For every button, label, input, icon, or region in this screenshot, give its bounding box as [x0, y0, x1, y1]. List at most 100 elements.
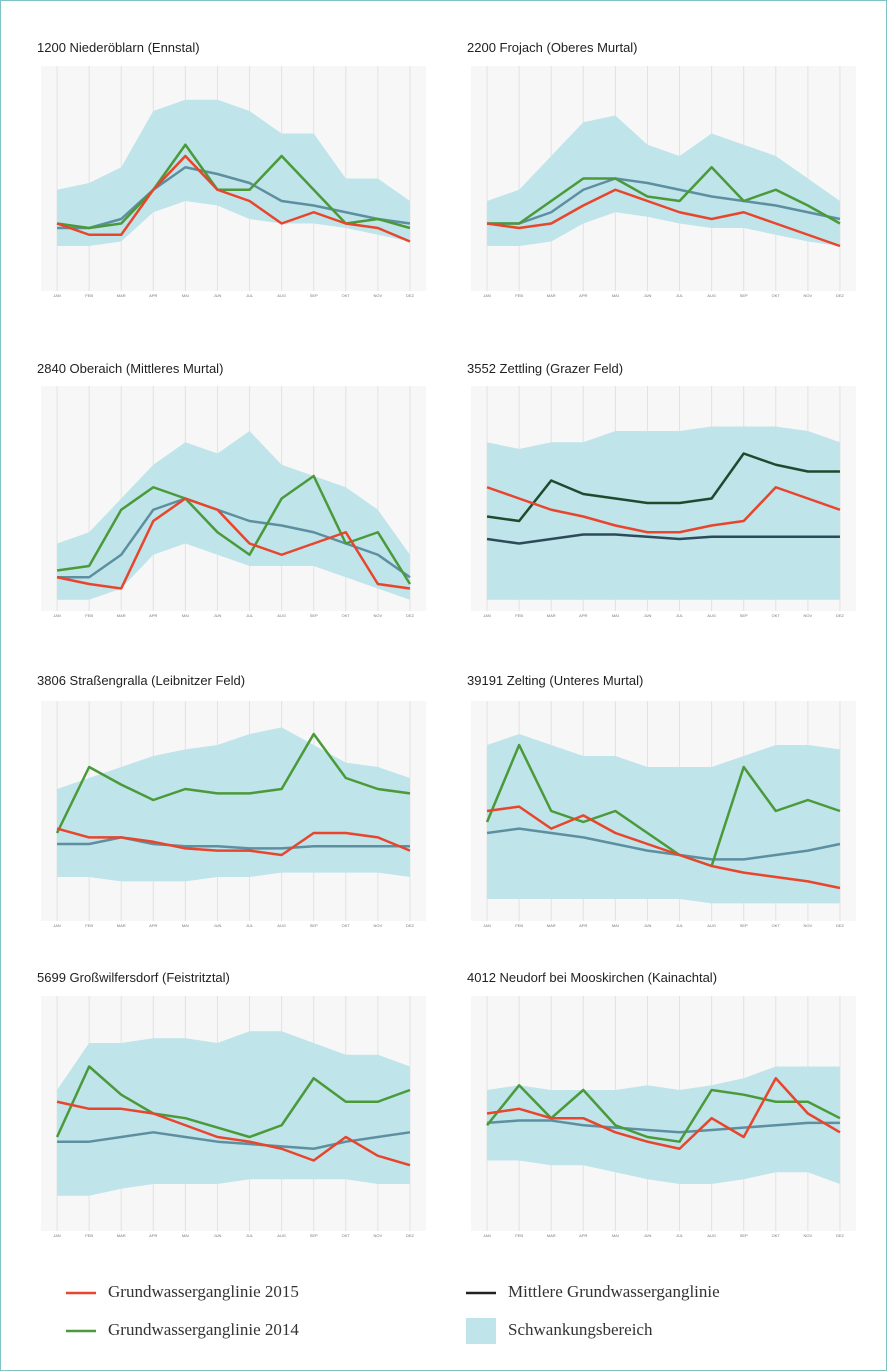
series-line: [56, 497, 411, 590]
legend-swatch: [466, 1318, 496, 1344]
x-tick-label: JAN: [483, 293, 491, 298]
range-band: [487, 115, 840, 246]
x-tick-label: JUL: [246, 1233, 254, 1238]
x-tick-label: NOV: [374, 293, 383, 298]
x-tick-label: FEB: [515, 613, 523, 618]
x-tick-label: JUL: [676, 923, 684, 928]
legend-label: Grundwasserganglinie 2014: [108, 1320, 299, 1339]
x-tick-label: AUG: [277, 923, 286, 928]
x-tick-label: FEB: [85, 1233, 93, 1238]
series-line: [486, 452, 840, 523]
x-tick-label: OKT: [342, 1233, 351, 1238]
x-tick-label: OKT: [342, 613, 351, 618]
series-line: [486, 1077, 841, 1150]
x-tick-label: JUN: [644, 1233, 652, 1238]
legend-label: Schwankungsbereich: [508, 1320, 653, 1339]
x-tick-label: FEB: [515, 923, 523, 928]
x-tick-label: MAR: [547, 923, 556, 928]
x-tick-label: OKT: [772, 613, 781, 618]
series-line: [485, 743, 841, 868]
x-tick-label: MAR: [117, 923, 126, 928]
series-line: [486, 533, 840, 545]
x-tick-label: AUG: [277, 1233, 286, 1238]
series-line: [57, 497, 411, 579]
x-tick-label: AUG: [277, 293, 286, 298]
x-tick-label: MAI: [612, 613, 619, 618]
chart-title: 2840 Oberaich (Mittleres Murtal): [37, 361, 223, 376]
x-tick-label: NOV: [374, 1233, 383, 1238]
range-band: [57, 1031, 410, 1196]
x-tick-label: SEP: [740, 613, 748, 618]
chart-title: 4012 Neudorf bei Mooskirchen (Kainachtal…: [467, 970, 717, 985]
x-tick-label: OKT: [342, 923, 351, 928]
x-tick-label: JAN: [483, 613, 491, 618]
x-tick-label: MAR: [547, 1233, 556, 1238]
x-tick-label: OKT: [772, 293, 781, 298]
x-tick-label: APR: [149, 613, 157, 618]
x-tick-label: JUN: [214, 293, 222, 298]
x-tick-label: JUL: [676, 1233, 684, 1238]
x-tick-label: NOV: [804, 613, 813, 618]
x-tick-label: JUN: [214, 613, 222, 618]
x-tick-label: JAN: [53, 293, 61, 298]
x-tick-label: MAI: [182, 293, 189, 298]
x-tick-label: APR: [149, 1233, 157, 1238]
x-tick-label: DEZ: [406, 613, 415, 618]
x-tick-label: SEP: [310, 1233, 318, 1238]
x-tick-label: DEZ: [406, 1233, 415, 1238]
x-tick-label: FEB: [85, 923, 93, 928]
series-line: [55, 1065, 411, 1139]
x-tick-label: MAR: [117, 1233, 126, 1238]
x-tick-label: JUN: [644, 923, 652, 928]
x-tick-label: FEB: [515, 293, 523, 298]
x-tick-label: JAN: [483, 1233, 491, 1238]
x-tick-label: DEZ: [836, 1233, 845, 1238]
chart-title: 5699 Großwilfersdorf (Feistritztal): [37, 970, 230, 985]
x-tick-label: AUG: [277, 613, 286, 618]
x-tick-label: JUN: [644, 293, 652, 298]
series-line: [487, 177, 841, 225]
x-tick-label: MAI: [182, 923, 189, 928]
x-tick-label: JAN: [53, 613, 61, 618]
x-tick-label: MAR: [117, 293, 126, 298]
x-tick-label: NOV: [804, 1233, 813, 1238]
series-line: [56, 154, 411, 243]
x-tick-label: JAN: [53, 923, 61, 928]
series-line: [486, 1119, 840, 1134]
x-tick-label: MAI: [182, 613, 189, 618]
x-tick-label: NOV: [804, 923, 813, 928]
x-tick-label: JUL: [676, 293, 684, 298]
x-tick-label: DEZ: [406, 293, 415, 298]
x-tick-label: APR: [149, 293, 157, 298]
series-line: [56, 827, 411, 857]
x-tick-label: OKT: [772, 923, 781, 928]
x-tick-label: MAR: [547, 613, 556, 618]
x-tick-label: APR: [149, 923, 157, 928]
x-tick-label: MAR: [117, 613, 126, 618]
x-tick-label: AUG: [707, 293, 716, 298]
series-line: [486, 805, 841, 890]
x-tick-label: JUN: [214, 923, 222, 928]
x-tick-label: SEP: [310, 613, 318, 618]
series-line: [486, 827, 841, 861]
x-tick-label: JUL: [246, 293, 254, 298]
x-tick-label: DEZ: [836, 613, 845, 618]
x-tick-label: APR: [579, 923, 587, 928]
x-tick-label: MAI: [612, 923, 619, 928]
x-tick-label: APR: [579, 613, 587, 618]
x-tick-label: JUL: [676, 613, 684, 618]
legend-label: Mittlere Grundwasserganglinie: [508, 1282, 720, 1301]
legend-label: Grundwasserganglinie 2015: [108, 1282, 299, 1301]
chart-title: 1200 Niederöblarn (Ennstal): [37, 40, 200, 55]
x-tick-label: OKT: [342, 293, 351, 298]
x-tick-label: MAR: [547, 293, 556, 298]
x-tick-label: JUL: [246, 923, 254, 928]
chart-title: 3552 Zettling (Grazer Feld): [467, 361, 623, 376]
x-tick-label: DEZ: [406, 923, 415, 928]
x-tick-label: JUL: [246, 613, 254, 618]
x-tick-label: MAI: [182, 1233, 189, 1238]
x-tick-label: MAI: [612, 293, 619, 298]
x-tick-label: JAN: [483, 923, 491, 928]
x-tick-label: SEP: [740, 1233, 748, 1238]
